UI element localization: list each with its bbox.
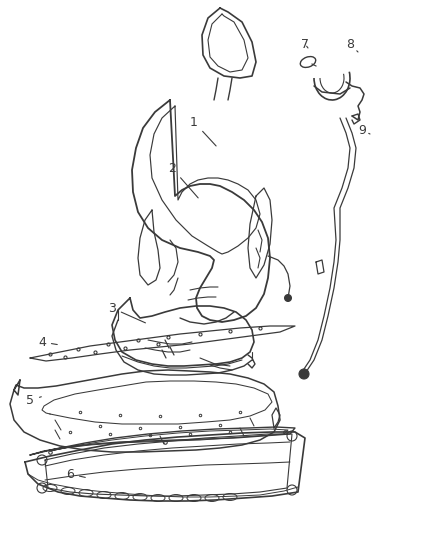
Text: 3: 3 [108,302,145,323]
Text: 2: 2 [168,161,198,198]
Text: 5: 5 [26,393,41,407]
Text: 1: 1 [190,116,216,146]
Text: 4: 4 [38,335,57,349]
Text: 7: 7 [301,37,309,51]
Circle shape [285,295,292,302]
Text: 6: 6 [66,467,85,481]
Circle shape [299,369,309,379]
Text: 8: 8 [346,37,358,52]
Text: 9: 9 [358,124,370,136]
